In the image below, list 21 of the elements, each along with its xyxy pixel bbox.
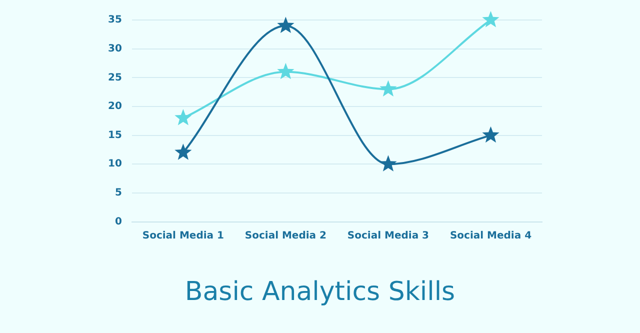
y-tick-label: 30: [108, 43, 122, 54]
point: [380, 80, 397, 96]
x-tick-label: Social Media 4: [450, 230, 532, 242]
point: [482, 11, 500, 28]
y-tick-label: 20: [108, 101, 122, 112]
y-tick-label: 15: [108, 130, 122, 141]
text: Basic Analytics Skills: [184, 277, 456, 308]
point: [380, 155, 397, 172]
point: [174, 144, 192, 160]
y-tick-label: 25: [108, 72, 122, 84]
x-tick-label: Social Media 1: [142, 230, 224, 242]
y-tick-label: 35: [108, 14, 122, 26]
point: [277, 62, 294, 80]
y-tick-label: 0: [114, 216, 122, 228]
x-tick-label: Social Media 3: [347, 230, 430, 242]
point: [482, 126, 500, 143]
point: [174, 109, 192, 126]
y-tick-label: 5: [114, 188, 122, 199]
point: [277, 16, 294, 34]
x-tick-label: Social Media 2: [244, 230, 327, 242]
y-tick-label: 10: [108, 158, 122, 170]
